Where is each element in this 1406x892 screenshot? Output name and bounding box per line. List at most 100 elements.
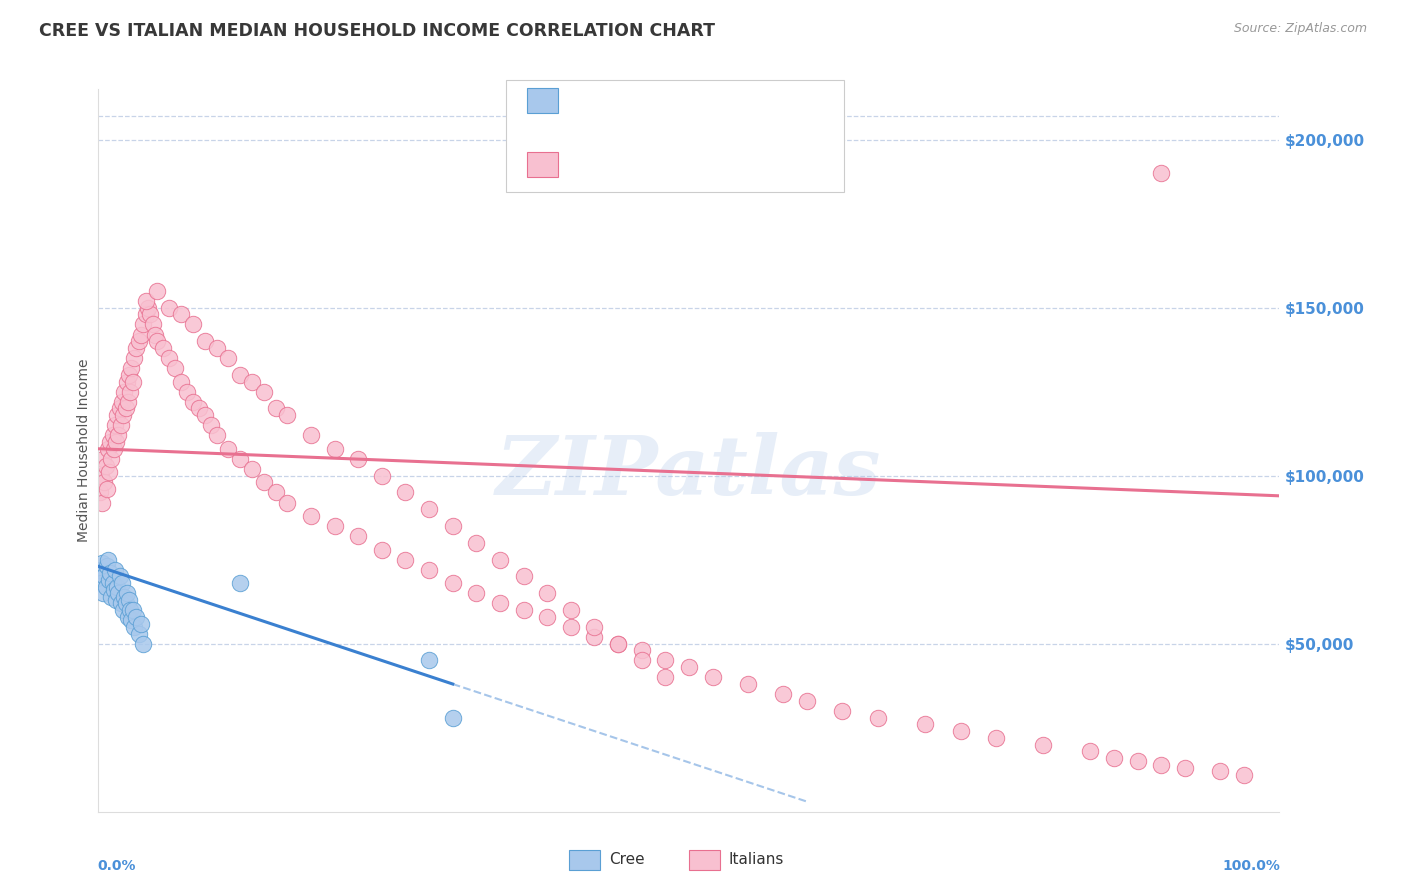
Point [120,603,142,617]
Text: 120: 120 [700,157,733,171]
Point [441,576,464,591]
Point [91,586,114,600]
Point [194,408,217,422]
Point [114,401,136,416]
Point [264,401,287,416]
Text: R =: R = [567,157,600,171]
Point [583,620,606,634]
Point [90,468,112,483]
Point [702,670,724,684]
Point [120,384,142,399]
Point [217,442,239,456]
Point [276,495,298,509]
Point [229,451,252,466]
Point [118,368,141,382]
Point [115,375,138,389]
Point [276,408,298,422]
Point [121,361,143,376]
Point [323,442,346,456]
Point [94,580,117,594]
Text: -0.423: -0.423 [598,94,652,108]
Point [866,711,889,725]
Point [115,586,138,600]
Point [103,442,125,456]
Point [129,327,152,342]
Point [200,418,222,433]
Point [125,609,148,624]
Point [441,519,464,533]
Point [146,334,169,349]
Point [1080,744,1102,758]
Text: R =: R = [567,94,600,108]
Point [512,603,534,617]
Point [1150,757,1173,772]
Point [108,401,131,416]
Point [264,485,287,500]
Point [117,394,139,409]
Point [217,351,239,365]
Point [654,653,676,667]
Point [187,401,209,416]
Point [98,573,121,587]
Point [229,368,252,382]
Text: 0.0%: 0.0% [97,859,136,872]
Point [96,482,118,496]
Point [105,408,128,422]
Point [418,563,440,577]
Point [949,724,972,739]
Point [114,596,136,610]
Point [170,375,193,389]
Text: -0.104: -0.104 [598,157,652,171]
Text: Italians: Italians [728,853,783,867]
Point [347,451,370,466]
Point [112,590,135,604]
Point [93,475,115,490]
Point [737,677,759,691]
Point [112,384,135,399]
Point [253,384,276,399]
Point [299,428,322,442]
Point [1032,738,1054,752]
Point [678,660,700,674]
Point [105,435,128,450]
Point [132,637,155,651]
Point [118,593,141,607]
Point [132,318,155,332]
Point [107,428,129,442]
Point [347,529,370,543]
Point [205,428,228,442]
Point [94,458,117,473]
Point [128,334,150,349]
Point [607,637,630,651]
Point [110,418,132,433]
Point [91,556,114,570]
Point [91,451,114,466]
Point [157,301,180,315]
Point [104,563,127,577]
Point [1126,754,1149,768]
Point [97,442,120,456]
Point [181,394,204,409]
Point [1209,764,1232,779]
Point [170,307,193,321]
Point [139,307,162,321]
Point [90,576,112,591]
Point [1174,761,1197,775]
Point [142,318,165,332]
Point [394,485,416,500]
Point [121,375,143,389]
Point [512,569,534,583]
Point [111,576,134,591]
Point [536,586,558,600]
Point [205,341,228,355]
Point [103,582,125,597]
Point [107,586,129,600]
Point [110,596,132,610]
Point [121,613,143,627]
Point [465,536,488,550]
Point [125,341,148,355]
Point [129,616,152,631]
Text: 37: 37 [700,94,727,108]
Point [630,643,652,657]
Point [122,351,145,365]
